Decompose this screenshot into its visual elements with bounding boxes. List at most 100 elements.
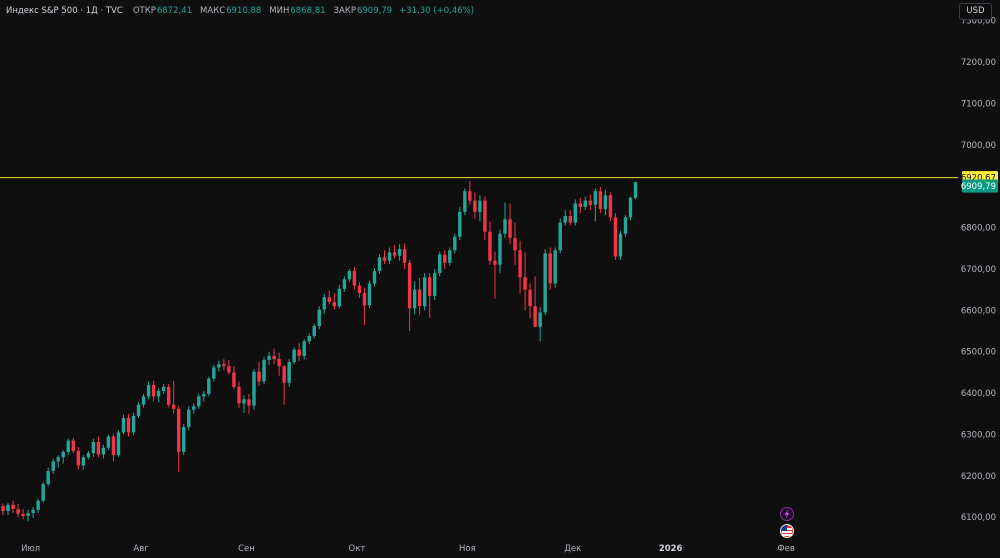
candle-body	[51, 461, 55, 471]
candle	[337, 284, 342, 309]
candle-body	[197, 396, 201, 407]
x-tick-label: Окт	[349, 544, 366, 554]
candle	[232, 366, 236, 389]
candle	[146, 381, 151, 400]
candle-body	[16, 508, 20, 514]
candle-body	[407, 262, 412, 309]
candle-body	[392, 252, 397, 256]
candle-body	[237, 386, 241, 404]
candle	[151, 380, 156, 402]
candle	[227, 360, 231, 375]
candle-body	[367, 283, 372, 306]
candle-body	[538, 312, 542, 327]
candle	[81, 455, 86, 470]
candle	[111, 433, 116, 462]
candle	[412, 281, 417, 315]
candle-body	[503, 219, 507, 234]
candle	[372, 268, 377, 287]
candle-body	[106, 436, 111, 448]
last-price-label: 6909,79	[961, 179, 998, 193]
symbol-legend: Индекс S&P 500 · 1Д · TVC ОТКР 6872,41 М…	[6, 4, 474, 18]
candle	[468, 181, 472, 205]
candle	[247, 393, 251, 414]
candle	[553, 247, 557, 288]
candle	[362, 287, 367, 325]
candle	[86, 451, 91, 460]
candle-body	[121, 417, 126, 433]
candle	[578, 197, 582, 214]
candle-body	[478, 200, 482, 212]
candle	[237, 381, 241, 408]
candle	[352, 266, 357, 290]
y-tick-label: 6800,00	[961, 224, 996, 234]
candle-body	[312, 326, 316, 336]
symbol-title[interactable]: Индекс S&P 500 · 1Д · TVC	[6, 6, 123, 16]
low-value: 6868,81	[290, 6, 326, 16]
candle	[598, 187, 603, 214]
candle	[277, 352, 281, 376]
candle-body	[141, 396, 146, 405]
us-flag-icon[interactable]	[780, 524, 794, 538]
candle	[513, 222, 517, 265]
candle	[558, 218, 562, 254]
y-tick-label: 6200,00	[961, 472, 996, 482]
candle	[141, 393, 146, 408]
candle-body	[553, 250, 557, 284]
bolt-icon[interactable]	[780, 507, 794, 521]
candle	[36, 498, 40, 514]
candle-body	[458, 211, 462, 237]
y-tick-label: 7300,00	[961, 17, 996, 27]
candle	[161, 384, 166, 394]
candle-body	[417, 289, 422, 307]
candle	[593, 188, 598, 222]
candle-body	[96, 441, 101, 455]
candle-body	[608, 195, 613, 218]
candle-body	[302, 341, 306, 356]
candle	[46, 467, 50, 487]
candle-body	[232, 372, 236, 387]
candle	[573, 199, 577, 226]
candle-body	[6, 504, 10, 512]
candles-layer	[1, 181, 638, 522]
candle-body	[573, 203, 577, 223]
candle-body	[61, 451, 65, 458]
candle	[473, 192, 477, 219]
candle	[543, 249, 547, 316]
candle-body	[453, 236, 457, 251]
time-axis[interactable]: Июл Авг Сен Окт Ноя Дек 2026 Фев	[21, 544, 795, 554]
candle	[387, 247, 392, 264]
candle-body	[533, 306, 537, 327]
candle	[56, 455, 60, 468]
candle	[407, 259, 412, 332]
candle-body	[257, 371, 261, 382]
candle-body	[292, 349, 296, 363]
candle-body	[182, 427, 186, 452]
candle	[603, 189, 608, 216]
candle	[588, 194, 593, 211]
candle	[166, 384, 171, 408]
candle-body	[357, 285, 362, 293]
candle-body	[21, 513, 25, 516]
candle	[222, 359, 226, 371]
candle-body	[578, 203, 582, 207]
change-value: +31,30 (+0,46%)	[399, 6, 475, 16]
currency-button[interactable]: USD	[959, 3, 992, 20]
candle-body	[568, 216, 572, 223]
candle	[332, 292, 337, 310]
candle	[187, 406, 191, 431]
candle-body	[46, 470, 50, 485]
candle-body	[528, 289, 532, 307]
candle	[272, 348, 276, 365]
candle	[347, 268, 352, 283]
candle-body	[377, 257, 382, 272]
price-axis[interactable]: 7300,007200,007100,007000,006900,006800,…	[961, 17, 998, 524]
candle-body	[362, 292, 367, 306]
x-tick-label: 2026	[659, 544, 683, 554]
candle-body	[322, 297, 326, 310]
candle-body	[86, 453, 91, 458]
candle-body	[468, 191, 472, 201]
candle	[613, 213, 618, 260]
candle-body	[187, 409, 191, 428]
candle-body	[508, 219, 512, 238]
